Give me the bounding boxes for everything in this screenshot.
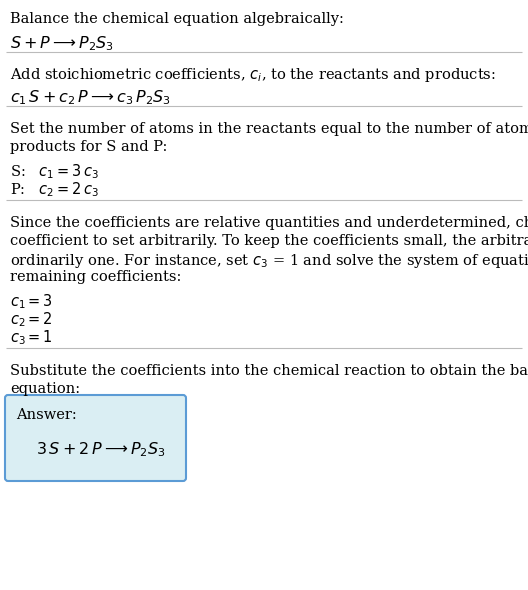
Text: coefficient to set arbitrarily. To keep the coefficients small, the arbitrary va: coefficient to set arbitrarily. To keep … — [10, 234, 528, 248]
Text: P:   $c_2 = 2\,c_3$: P: $c_2 = 2\,c_3$ — [10, 180, 99, 199]
Text: products for S and P:: products for S and P: — [10, 140, 167, 154]
Text: $c_3 = 1$: $c_3 = 1$ — [10, 328, 53, 347]
FancyBboxPatch shape — [5, 395, 186, 481]
Text: Since the coefficients are relative quantities and underdetermined, choose a: Since the coefficients are relative quan… — [10, 216, 528, 230]
Text: $c_1 = 3$: $c_1 = 3$ — [10, 292, 53, 311]
Text: Substitute the coefficients into the chemical reaction to obtain the balanced: Substitute the coefficients into the che… — [10, 364, 528, 378]
Text: Balance the chemical equation algebraically:: Balance the chemical equation algebraica… — [10, 12, 344, 26]
Text: S:   $c_1 = 3\,c_3$: S: $c_1 = 3\,c_3$ — [10, 162, 99, 181]
Text: ordinarily one. For instance, set $c_3$ = 1 and solve the system of equations fo: ordinarily one. For instance, set $c_3$ … — [10, 252, 528, 270]
Text: remaining coefficients:: remaining coefficients: — [10, 270, 182, 284]
Text: $c_2 = 2$: $c_2 = 2$ — [10, 310, 53, 329]
Text: $3\,S + 2\,P \longrightarrow P_2S_3$: $3\,S + 2\,P \longrightarrow P_2S_3$ — [36, 440, 166, 458]
Text: $S + P \longrightarrow P_2S_3$: $S + P \longrightarrow P_2S_3$ — [10, 34, 114, 53]
Text: Set the number of atoms in the reactants equal to the number of atoms in the: Set the number of atoms in the reactants… — [10, 122, 528, 136]
Text: equation:: equation: — [10, 382, 80, 396]
Text: Answer:: Answer: — [16, 408, 77, 422]
Text: $c_1\, S + c_2\, P \longrightarrow c_3\, P_2S_3$: $c_1\, S + c_2\, P \longrightarrow c_3\,… — [10, 88, 171, 107]
Text: Add stoichiometric coefficients, $c_i$, to the reactants and products:: Add stoichiometric coefficients, $c_i$, … — [10, 66, 496, 84]
